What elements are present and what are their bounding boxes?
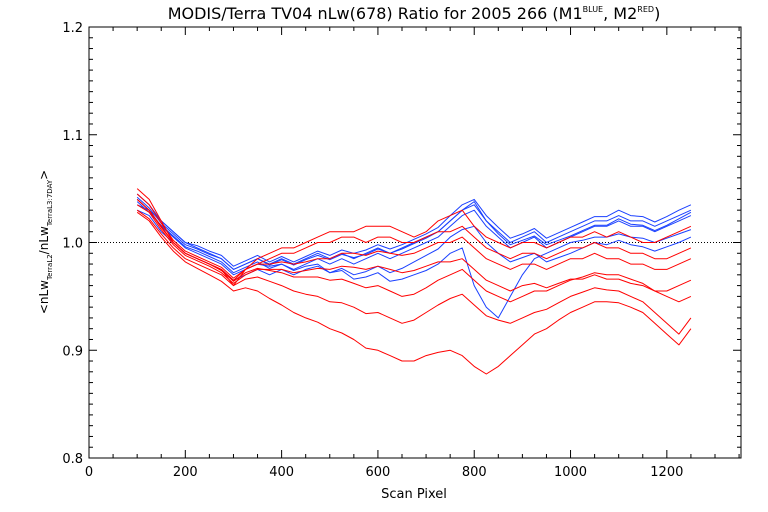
series-layer <box>136 188 692 375</box>
series-line-red-11 <box>136 199 692 303</box>
x-tick-label: 1200 <box>650 465 683 480</box>
title-mid: , M2 <box>603 4 637 23</box>
y-axis-label: <nLwTerraL2/nLwTerraL3:7DAY> <box>37 170 54 314</box>
series-line-red-10 <box>136 204 692 292</box>
x-tick-label: 0 <box>85 465 93 480</box>
ylabel-open: <nLw <box>37 280 51 314</box>
x-tick-label: 1000 <box>554 465 587 480</box>
ylabel-sub-1: TerraL2 <box>46 254 54 281</box>
x-axis-label: Scan Pixel <box>381 487 447 502</box>
x-tick-label: 400 <box>269 465 294 480</box>
series-line-red-7 <box>136 188 692 287</box>
title-sup-blue: BLUE <box>583 5 603 14</box>
series-line-blue-3 <box>136 193 692 267</box>
ylabel-slash: /nLw <box>37 226 51 254</box>
series-line-blue-6 <box>136 196 692 270</box>
title-end: ) <box>654 4 660 23</box>
ylabel-close: > <box>37 170 51 180</box>
series-line-red-12 <box>136 209 692 335</box>
title-main: MODIS/Terra TV04 nLw(678) Ratio for 2005… <box>168 4 583 23</box>
y-tick-label: 1.2 <box>62 21 83 36</box>
x-tick-label: 800 <box>462 465 487 480</box>
x-tick-label: 600 <box>366 465 391 480</box>
y-tick-label: 0.9 <box>62 344 83 359</box>
series-line-blue-2 <box>136 204 692 276</box>
series-line-red-9 <box>136 193 692 279</box>
y-tick-label: 0.8 <box>62 452 83 467</box>
tick-layer: 0 200 400 600 800 1000 1200 0.8 0.9 1.0 1.1 1.2 <box>62 21 741 480</box>
series-line-red-13 <box>136 211 692 375</box>
series-line-blue-5 <box>136 201 692 319</box>
chart-title: MODIS/Terra TV04 nLw(678) Ratio for 2005… <box>168 4 661 23</box>
series-line-red-8 <box>136 199 692 281</box>
y-tick-label: 1.1 <box>62 129 83 144</box>
y-tick-label: 1.0 <box>62 237 83 252</box>
title-sup-red: RED <box>637 5 654 14</box>
x-tick-label: 200 <box>173 465 198 480</box>
ylabel-sub-2: TerraL3:7DAY <box>46 179 54 227</box>
